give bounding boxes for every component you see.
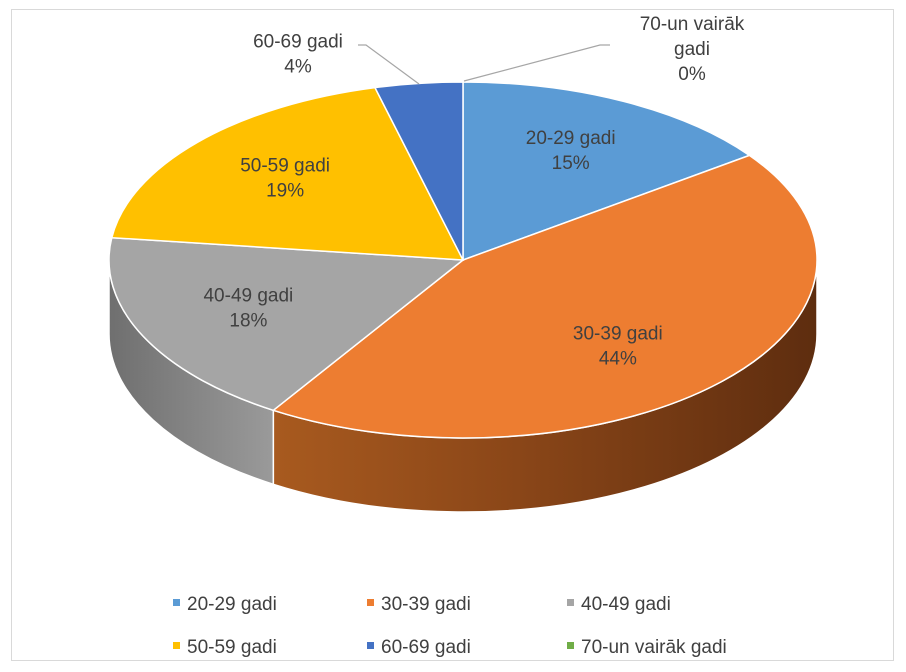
legend-swatch-40-49-gadi [567,599,574,606]
leader-line-70-un-vair-k-gadi [463,44,610,82]
data-label-name-30-39-gadi: 30-39 gadi [573,324,663,345]
legend-label-50-59-gadi: 50-59 gadi [187,637,277,658]
legend-swatch-30-39-gadi [367,599,374,606]
legend-swatch-70-un-vair-k-gadi [567,642,574,649]
data-label-name-40-49-gadi: 40-49 gadi [203,285,293,306]
data-label-name-50-59-gadi: 50-59 gadi [240,156,330,177]
pie-slice-30-39-gadi [271,154,818,439]
legend-swatch-60-69-gadi [367,642,374,649]
data-label-value-50-59-gadi: 19% [266,181,304,202]
data-label-value-60-69-gadi: 4% [284,57,312,78]
data-label-value-40-49-gadi: 18% [229,310,267,331]
pie-slice-40-49-gadi [108,236,465,412]
data-label-value-30-39-gadi: 44% [599,349,637,370]
legend-swatch-20-29-gadi [173,599,180,606]
data-label-name-70-un-vair-k-gadi: 70-un vairāk [640,14,745,35]
legend-label-40-49-gadi: 40-49 gadi [581,594,671,615]
legend-swatch-50-59-gadi [173,642,180,649]
data-label-name-20-29-gadi: 20-29 gadi [526,128,616,149]
data-label-name-70-un-vair-k-gadi: gadi [674,39,710,60]
legend-label-70-un-vair-k-gadi: 70-un vairāk gadi [581,637,727,658]
data-label-value-20-29-gadi: 15% [552,153,590,174]
pie-slice-50-59-gadi [110,86,465,261]
legend-label-20-29-gadi: 20-29 gadi [187,594,277,615]
pie-slice-20-29-gadi [462,81,752,262]
legend-label-60-69-gadi: 60-69 gadi [381,637,471,658]
leader-line-60-69-gadi [358,44,420,85]
data-label-value-70-un-vair-k-gadi: 0% [678,64,706,85]
data-label-name-60-69-gadi: 60-69 gadi [253,32,343,53]
legend-label-30-39-gadi: 30-39 gadi [381,594,471,615]
